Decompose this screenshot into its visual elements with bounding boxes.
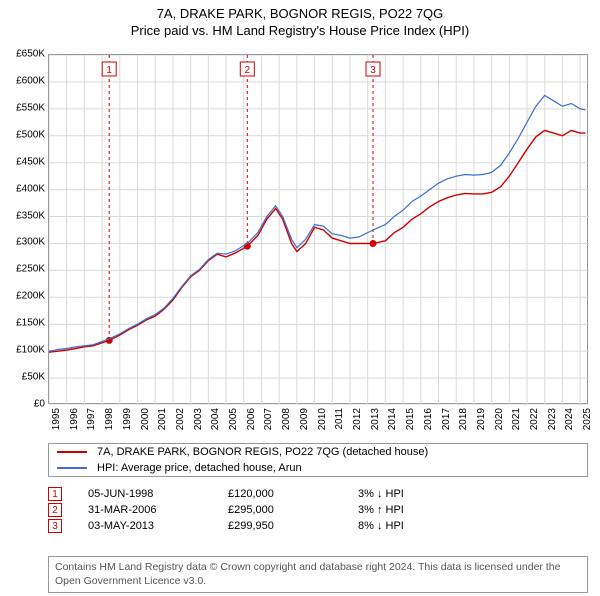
chart-plot-area: 1 2 3 [48, 54, 588, 404]
y-tick-label: £50K [22, 372, 45, 383]
x-tick-label: 2024 [564, 408, 575, 430]
transaction-date: 03-MAY-2013 [88, 520, 228, 532]
x-tick-label: 2014 [387, 408, 398, 430]
legend-box: 7A, DRAKE PARK, BOGNOR REGIS, PO22 7QG (… [48, 443, 588, 477]
y-tick-label: £300K [16, 237, 45, 248]
x-tick-label: 2019 [476, 408, 487, 430]
x-tick-label: 2003 [193, 408, 204, 430]
y-tick-label: £400K [16, 183, 45, 194]
x-tick-label: 2008 [281, 408, 292, 430]
x-tick-label: 2022 [529, 408, 540, 430]
x-tick-label: 2001 [157, 408, 168, 430]
x-tick-label: 2017 [441, 408, 452, 430]
svg-text:2: 2 [245, 65, 251, 76]
x-tick-label: 2016 [423, 408, 434, 430]
transaction-date: 05-JUN-1998 [88, 488, 228, 500]
chart-title: 7A, DRAKE PARK, BOGNOR REGIS, PO22 7QG [0, 6, 600, 21]
x-tick-label: 2009 [299, 408, 310, 430]
footer-text: Contains HM Land Registry data © Crown c… [49, 557, 587, 592]
x-tick-label: 2006 [246, 408, 257, 430]
x-tick-label: 1995 [51, 408, 62, 430]
marker-badge: 1 [48, 487, 62, 501]
transaction-row: 2 31-MAR-2006£295,0003% ↑ HPI [48, 502, 588, 518]
y-tick-label: £450K [16, 156, 45, 167]
x-tick-label: 2011 [334, 408, 345, 430]
y-tick-label: £650K [16, 49, 45, 60]
transactions-table: 1 05-JUN-1998£120,0003% ↓ HPI 2 31-MAR-2006… [48, 486, 588, 534]
legend-swatch [57, 467, 87, 469]
x-tick-label: 2021 [511, 408, 522, 430]
chart-container: 7A, DRAKE PARK, BOGNOR REGIS, PO22 7QG P… [0, 6, 600, 596]
transaction-pct: 8% ↓ HPI [358, 520, 438, 532]
legend-label: HPI: Average price, detached house, Arun [97, 462, 302, 474]
y-tick-label: £150K [16, 318, 45, 329]
x-tick-label: 2002 [175, 408, 186, 430]
x-tick-label: 2012 [352, 408, 363, 430]
chart-svg: 1 2 3 [49, 55, 589, 405]
chart-subtitle: Price paid vs. HM Land Registry's House … [0, 23, 600, 38]
y-tick-label: £0 [34, 399, 45, 410]
legend-label: 7A, DRAKE PARK, BOGNOR REGIS, PO22 7QG (… [97, 446, 428, 458]
footer-attribution: Contains HM Land Registry data © Crown c… [48, 556, 588, 593]
transaction-pct: 3% ↑ HPI [358, 504, 438, 516]
legend-row: HPI: Average price, detached house, Arun [49, 460, 587, 476]
transaction-row: 1 05-JUN-1998£120,0003% ↓ HPI [48, 486, 588, 502]
x-tick-label: 2004 [210, 408, 221, 430]
y-tick-label: £250K [16, 264, 45, 275]
x-tick-label: 2020 [494, 408, 505, 430]
x-tick-label: 2010 [317, 408, 328, 430]
x-tick-label: 2005 [228, 408, 239, 430]
transaction-date: 31-MAR-2006 [88, 504, 228, 516]
x-tick-label: 2013 [370, 408, 381, 430]
svg-text:1: 1 [106, 65, 112, 76]
legend-row: 7A, DRAKE PARK, BOGNOR REGIS, PO22 7QG (… [49, 444, 587, 460]
x-tick-label: 2018 [458, 408, 469, 430]
x-tick-label: 2007 [263, 408, 274, 430]
legend-swatch [57, 451, 87, 453]
transaction-price: £299,950 [228, 520, 358, 532]
transaction-pct: 3% ↓ HPI [358, 488, 438, 500]
x-tick-label: 2025 [582, 408, 593, 430]
x-tick-label: 2023 [547, 408, 558, 430]
y-tick-label: £100K [16, 345, 45, 356]
x-tick-label: 1997 [86, 408, 97, 430]
x-tick-label: 1999 [122, 408, 133, 430]
marker-badge: 2 [48, 503, 62, 517]
y-tick-label: £500K [16, 129, 45, 140]
y-tick-label: £200K [16, 291, 45, 302]
transaction-price: £295,000 [228, 504, 358, 516]
x-tick-label: 2015 [405, 408, 416, 430]
marker-badge: 3 [48, 519, 62, 533]
svg-text:3: 3 [370, 65, 376, 76]
x-tick-label: 1996 [69, 408, 80, 430]
y-tick-label: £600K [16, 75, 45, 86]
transaction-price: £120,000 [228, 488, 358, 500]
transaction-row: 3 03-MAY-2013£299,9508% ↓ HPI [48, 518, 588, 534]
y-tick-label: £350K [16, 210, 45, 221]
x-tick-label: 1998 [104, 408, 115, 430]
y-tick-label: £550K [16, 102, 45, 113]
x-tick-label: 2000 [140, 408, 151, 430]
